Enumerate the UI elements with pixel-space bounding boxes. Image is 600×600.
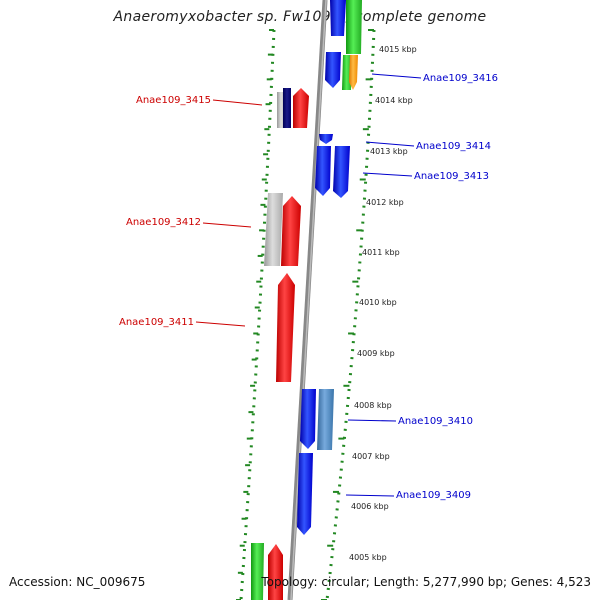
tick-label-4009: 4009 kbp — [357, 349, 395, 358]
gene-red-bottom — [268, 544, 283, 600]
gene-anae109-3412 — [281, 196, 301, 266]
topology-summary: Topology: circular; Length: 5,277,990 bp… — [261, 575, 591, 589]
gene-label-3409: Anae109_3409 — [396, 490, 471, 501]
gene-blue-top-b — [325, 52, 341, 88]
gene-green-top — [346, 0, 362, 54]
callout-line-3409 — [345, 494, 395, 497]
inner-tick-marks — [236, 29, 274, 600]
genome-backbone-highlight — [290, 0, 327, 600]
callout-line-3415 — [212, 99, 263, 106]
gene-navy-3415-neighbor — [283, 88, 291, 128]
tick-label-4012: 4012 kbp — [366, 198, 404, 207]
gene-anae109-3413 — [333, 146, 350, 198]
tick-label-4008: 4008 kbp — [354, 401, 392, 410]
tick-label-4010: 4010 kbp — [359, 298, 397, 307]
tick-label-4007: 4007 kbp — [352, 452, 390, 461]
gene-label-3414: Anae109_3414 — [416, 141, 491, 152]
gene-anae109-3410 — [317, 389, 334, 450]
gene-label-3410: Anae109_3410 — [398, 416, 473, 427]
callout-line-3412 — [202, 222, 252, 228]
tick-label-4005: 4005 kbp — [349, 553, 387, 562]
gene-label-3416: Anae109_3416 — [423, 73, 498, 84]
gene-blue-3410-neighbor — [300, 389, 316, 449]
tick-label-4006: 4006 kbp — [351, 502, 389, 511]
callout-line-3413 — [362, 172, 413, 177]
callout-line-3414 — [365, 141, 415, 147]
gene-anae109-3411 — [276, 273, 295, 382]
callout-line-3411 — [195, 321, 246, 327]
gene-anae109-3409 — [297, 453, 313, 535]
accession-label: Accession: NC_009675 — [9, 575, 146, 589]
outer-ruler — [325, 29, 376, 600]
inner-ruler — [239, 29, 276, 600]
tick-label-4014: 4014 kbp — [375, 96, 413, 105]
gene-green-bottom — [251, 543, 264, 600]
callout-line-3416 — [371, 73, 422, 79]
gene-blue-top-a — [330, 0, 346, 36]
gene-anae109-3415 — [293, 88, 309, 128]
tick-label-4013: 4013 kbp — [370, 147, 408, 156]
tick-label-4015: 4015 kbp — [379, 45, 417, 54]
gene-label-3415: Anae109_3415 — [136, 95, 211, 106]
gene-anae109-3414 — [319, 134, 333, 144]
gene-label-3412: Anae109_3412 — [126, 217, 201, 228]
tick-label-4011: 4011 kbp — [362, 248, 400, 257]
callout-line-3410 — [347, 419, 397, 422]
gene-label-3411: Anae109_3411 — [119, 317, 194, 328]
gene-anae109-3416 — [349, 55, 358, 90]
gene-label-3413: Anae109_3413 — [414, 171, 489, 182]
gene-gray-3412-neighbor — [264, 193, 283, 266]
outer-tick-marks — [321, 29, 374, 600]
gene-blue-3414-body — [315, 146, 331, 196]
map-title: Anaeromyxobacter sp. Fw109-5, complete g… — [113, 9, 487, 25]
